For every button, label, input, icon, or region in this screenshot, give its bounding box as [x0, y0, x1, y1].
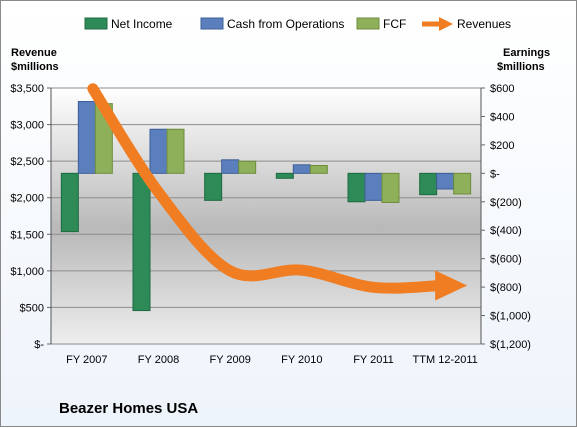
- revenues-arrowhead: [435, 270, 468, 301]
- bar-fcf: [166, 128, 185, 174]
- bar-fcf: [238, 160, 257, 174]
- right-tick-label: $(1,000): [490, 311, 531, 323]
- x-tick-label: FY 2009: [209, 354, 250, 366]
- left-tick-label: $1,000: [10, 266, 44, 278]
- left-tick-label: $2,000: [10, 193, 44, 205]
- gridlines: [47, 87, 482, 345]
- legend-label-fcf: FCF: [383, 17, 406, 31]
- legend-swatch-net-income: [84, 17, 108, 30]
- legend: Net Income Cash from Operations FCF Reve…: [84, 17, 511, 31]
- left-tick-label: $3,000: [10, 120, 44, 132]
- x-tick-label: FY 2007: [66, 354, 107, 366]
- x-tick-label: FY 2011: [353, 354, 394, 366]
- line-layer: [87, 83, 468, 301]
- legend-swatch-cash-from-operations: [200, 17, 224, 30]
- right-tick-label: $-: [490, 168, 500, 180]
- bar-cash-from-operations: [292, 164, 311, 174]
- bar-layer: [60, 101, 472, 312]
- bar-cash-from-operations: [364, 172, 383, 201]
- x-tick-label: FY 2010: [281, 354, 322, 366]
- bar-cash-from-operations: [436, 172, 455, 190]
- left-tick-label: $2,500: [10, 156, 44, 168]
- x-tick-label: TTM 12-2011: [413, 354, 478, 366]
- right-tick-label: $200: [490, 140, 514, 152]
- left-tick-label: $500: [20, 302, 44, 314]
- bar-net-income: [132, 172, 151, 312]
- x-axis-ticks: FY 2007 FY 2008 FY 2009 FY 2010 FY 2011 TTM 1…: [66, 354, 478, 366]
- right-axis-title-line1: Earnings: [503, 47, 550, 59]
- bar-fcf: [453, 172, 472, 195]
- bar-cash-from-operations: [221, 159, 240, 174]
- legend-label-net-income: Net Income: [111, 17, 173, 31]
- legend-swatch-fcf: [356, 17, 380, 30]
- right-tick-label: $400: [490, 111, 514, 123]
- right-tick-label: $(200): [490, 197, 522, 209]
- chart-title: Beazer Homes USA: [59, 400, 198, 417]
- left-tick-label: $1,500: [10, 229, 44, 241]
- bar-net-income: [60, 172, 79, 233]
- bar-cash-from-operations: [149, 128, 168, 174]
- right-tick-label: $(400): [490, 225, 522, 237]
- left-tick-label: $3,500: [10, 83, 44, 95]
- bar-cash-from-operations: [77, 101, 96, 174]
- right-tick-label: $(800): [490, 282, 522, 294]
- left-axis-ticks: $- $500 $1,000 $1,500 $2,000 $2,500 $3,000 $3,5…: [10, 83, 44, 351]
- bar-net-income: [275, 172, 294, 179]
- legend-label-revenues: Revenues: [457, 17, 511, 31]
- left-tick-label: $-: [34, 339, 44, 351]
- right-axis-title-line2: $millions: [497, 61, 545, 73]
- legend-label-cash-from-operations: Cash from Operations: [227, 17, 344, 31]
- x-tick-label: FY 2008: [138, 354, 179, 366]
- left-axis-title-line1: Revenue: [11, 47, 57, 59]
- right-tick-label: $600: [490, 83, 514, 95]
- legend-arrowhead-revenues: [439, 17, 453, 31]
- bar-net-income: [204, 172, 223, 201]
- bar-net-income: [419, 172, 438, 196]
- right-axis-ticks: $600 $400 $200 $- $(200) $(400) $(600) $(800) $(…: [481, 83, 531, 351]
- revenues-line: [87, 83, 447, 294]
- right-tick-label: $(1,200): [490, 339, 531, 351]
- bar-fcf: [381, 172, 400, 203]
- right-tick-label: $(600): [490, 254, 522, 266]
- bar-net-income: [347, 172, 366, 203]
- left-axis-title-line2: $millions: [11, 61, 59, 73]
- bar-fcf: [309, 165, 328, 174]
